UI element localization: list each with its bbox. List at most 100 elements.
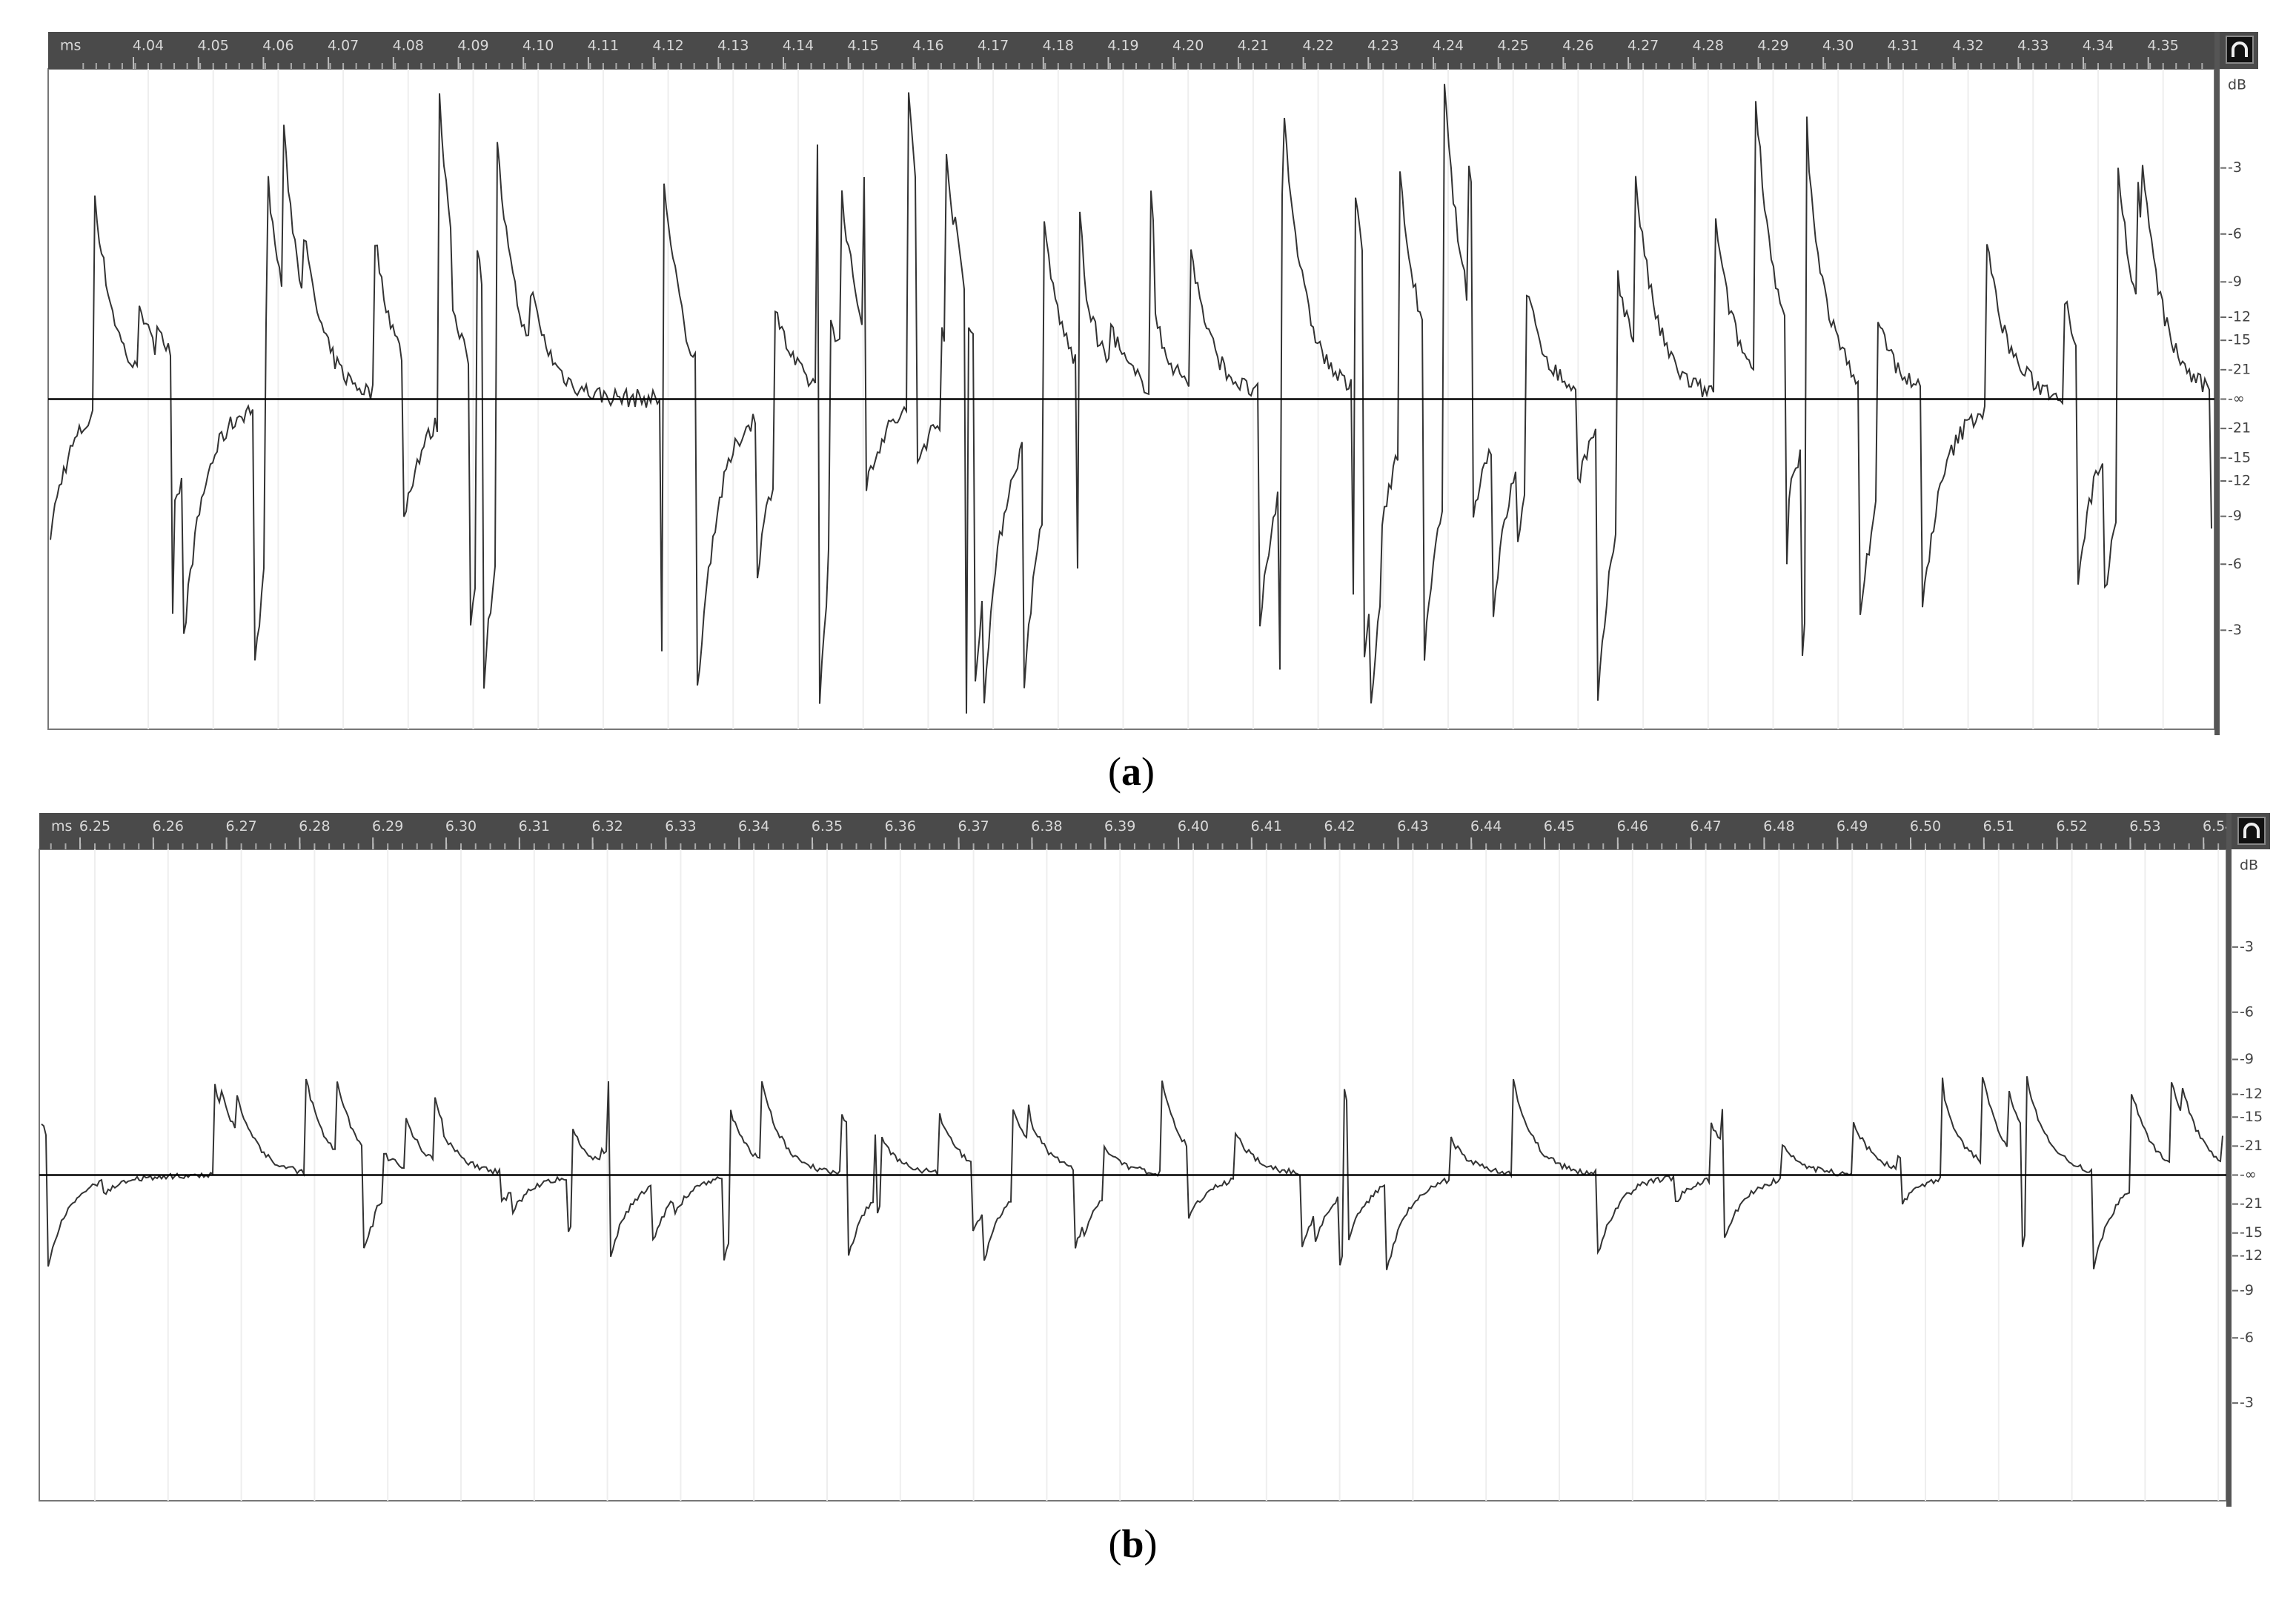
ruler-label: 4.27 (1628, 38, 1659, 54)
ruler-label: 6.31 (519, 818, 550, 834)
db-label: -9 (2240, 1282, 2254, 1298)
ruler-label: 6.46 (1617, 818, 1648, 834)
db-label: -9 (2240, 1051, 2254, 1067)
ruler-label: 4.06 (262, 38, 293, 54)
db-label: -6 (2228, 225, 2242, 242)
panel-caption: (a) (1108, 749, 1155, 794)
db-label: -12 (2240, 1086, 2263, 1102)
db-label: -12 (2240, 1247, 2263, 1264)
ruler-label: 6.30 (445, 818, 477, 834)
db-label: -9 (2228, 508, 2242, 524)
scale-bar (2214, 32, 2220, 735)
ruler-label: 4.26 (1562, 38, 1593, 54)
db-label: -21 (2240, 1195, 2263, 1212)
ruler-label: 4.30 (1822, 38, 1854, 54)
ruler-label: 4.17 (978, 38, 1009, 54)
caption-close: ) (1144, 1522, 1158, 1566)
ruler-label: 4.24 (1433, 38, 1464, 54)
ruler-label: 4.29 (1757, 38, 1788, 54)
ruler-label: 6.29 (372, 818, 403, 834)
caption-letter: b (1121, 1522, 1144, 1566)
ruler-label: 6.28 (299, 818, 330, 834)
ruler-label: 4.14 (783, 38, 814, 54)
ruler-label: 4.35 (2148, 38, 2179, 54)
ruler-label: 6.41 (1251, 818, 1282, 834)
ruler-label: 4.10 (522, 38, 554, 54)
ruler-label: 6.43 (1397, 818, 1428, 834)
db-label: -15 (2240, 1224, 2263, 1241)
ruler-unit: ms (51, 818, 72, 834)
ruler-label: 6.32 (591, 818, 623, 834)
ruler-label: 4.05 (198, 38, 229, 54)
ruler-label: 6.38 (1031, 818, 1062, 834)
ruler-label: 4.18 (1043, 38, 1074, 54)
ruler-label: 6.44 (1470, 818, 1502, 834)
db-label: -3 (2240, 1395, 2254, 1411)
ruler-label: 4.12 (652, 38, 683, 54)
ruler-label: 4.16 (912, 38, 943, 54)
headphone-icon (2232, 42, 2248, 57)
db-label: -21 (2228, 361, 2251, 377)
ruler-label: 6.36 (885, 818, 916, 834)
db-label: -3 (2228, 622, 2242, 638)
db-label: -6 (2240, 1330, 2254, 1346)
monitor-button (2226, 36, 2254, 64)
ruler-label: 4.25 (1498, 38, 1529, 54)
ruler-label: 6.37 (958, 818, 989, 834)
ruler-label: 4.22 (1302, 38, 1333, 54)
ruler-label: 6.50 (1910, 818, 1941, 834)
db-label: -3 (2228, 159, 2242, 176)
ruler-label: 6.54 (2203, 818, 2234, 834)
db-label: -∞ (2240, 1167, 2257, 1183)
ruler-label: 4.19 (1107, 38, 1138, 54)
ruler-unit: ms (60, 38, 81, 54)
ruler-label: 4.21 (1238, 38, 1269, 54)
ruler-label: 6.45 (1544, 818, 1575, 834)
time-ruler (39, 813, 2226, 849)
ruler-label: 4.08 (393, 38, 424, 54)
time-ruler (48, 32, 2214, 69)
ruler-label: 6.52 (2056, 818, 2087, 834)
ruler-label: 4.33 (2017, 38, 2048, 54)
waveform-panel: ms 6.25 6.26 6.27 6.28 6.29 6.30 6.31 6.32 6.33 6.… (39, 813, 2270, 1507)
ruler-label: 4.07 (328, 38, 359, 54)
caption-open: ( (1108, 1522, 1121, 1566)
ruler-label: 6.35 (812, 818, 843, 834)
db-label: -12 (2228, 309, 2251, 325)
ruler-label: 6.40 (1178, 818, 1209, 834)
ruler-label: 4.28 (1693, 38, 1724, 54)
waveform (50, 84, 2212, 714)
db-label: -15 (2228, 449, 2251, 465)
ruler-label: 4.09 (457, 38, 488, 54)
ruler-label: 4.23 (1367, 38, 1398, 54)
ruler-label: 6.42 (1324, 818, 1355, 834)
caption-close: ) (1141, 749, 1155, 794)
ruler-label: 4.34 (2083, 38, 2114, 54)
db-label: -15 (2228, 332, 2251, 348)
ruler-label: 6.34 (738, 818, 769, 834)
ruler-label: 6.47 (1690, 818, 1721, 834)
ruler-label: 4.20 (1172, 38, 1204, 54)
ruler-label: 6.53 (2129, 818, 2160, 834)
ruler-label: 6.26 (153, 818, 184, 834)
db-label: dB (2240, 857, 2258, 874)
ruler-label: 4.32 (1952, 38, 1983, 54)
db-label: -21 (2240, 1138, 2263, 1154)
ruler-label: 6.51 (1983, 818, 2014, 834)
ruler-label: 4.11 (588, 38, 619, 54)
ruler-label: 4.31 (1888, 38, 1919, 54)
db-label: -15 (2240, 1109, 2263, 1125)
ruler-label: 4.04 (133, 38, 164, 54)
db-label: -12 (2228, 472, 2251, 488)
db-label: -9 (2228, 273, 2242, 290)
caption-open: ( (1108, 749, 1121, 794)
ruler-label: 6.25 (79, 818, 110, 834)
db-label: -6 (2228, 556, 2242, 572)
monitor-button (2237, 817, 2266, 845)
scale-bar (2226, 813, 2232, 1507)
ruler-label: 4.13 (717, 38, 749, 54)
caption-letter: a (1121, 749, 1141, 794)
db-label: dB (2228, 77, 2246, 93)
db-label: -∞ (2228, 391, 2245, 407)
